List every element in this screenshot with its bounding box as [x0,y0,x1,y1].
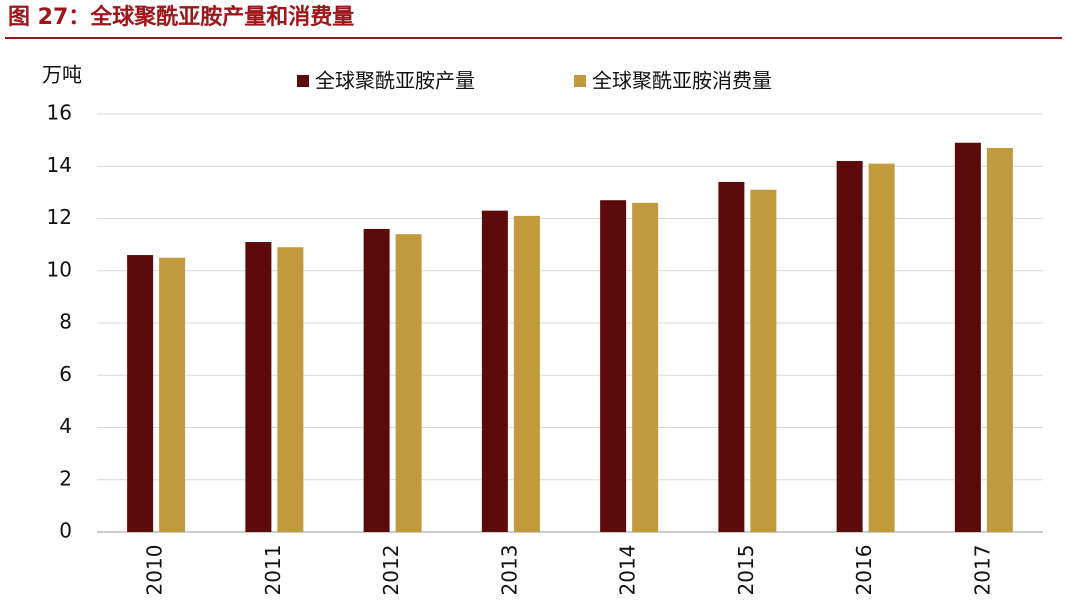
y-tick-label: 12 [47,205,72,229]
bar [836,161,863,532]
legend-swatch [574,75,586,87]
legend-label: 全球聚酰亚胺消费量 [592,69,772,93]
y-tick-label: 16 [47,101,72,125]
y-tick-label: 6 [59,362,72,386]
y-tick-label: 2 [59,466,72,490]
bar [986,147,1013,532]
bar [127,255,154,532]
bar [868,163,895,532]
bar [363,228,390,532]
bar [245,242,272,532]
y-tick-label: 14 [47,153,72,177]
y-tick-label: 0 [59,519,72,543]
x-tick-label: 2013 [497,545,521,596]
y-axis-label: 万吨 [42,63,82,87]
x-tick-label: 2015 [734,545,758,596]
legend-label: 全球聚酰亚胺产量 [315,69,475,93]
x-tick-label: 2016 [852,545,876,596]
x-tick-label: 2011 [261,545,285,596]
bar [159,257,186,532]
bar [481,210,508,532]
bar [277,247,304,533]
bar [750,189,777,532]
bar [513,215,540,532]
bar [954,142,981,533]
x-tick-label: 2010 [143,545,167,596]
x-tick-label: 2014 [616,545,640,596]
x-tick-label: 2017 [970,545,994,596]
y-tick-label: 4 [59,414,72,438]
bar [632,202,659,532]
bar [600,200,627,532]
bar [395,234,422,533]
legend-swatch [297,75,309,87]
chart-title: 图 27：全球聚酰亚胺产量和消费量 [8,4,354,30]
y-tick-label: 10 [47,257,72,281]
y-tick-label: 8 [59,310,72,334]
bar [718,181,745,533]
x-tick-label: 2012 [379,545,403,596]
